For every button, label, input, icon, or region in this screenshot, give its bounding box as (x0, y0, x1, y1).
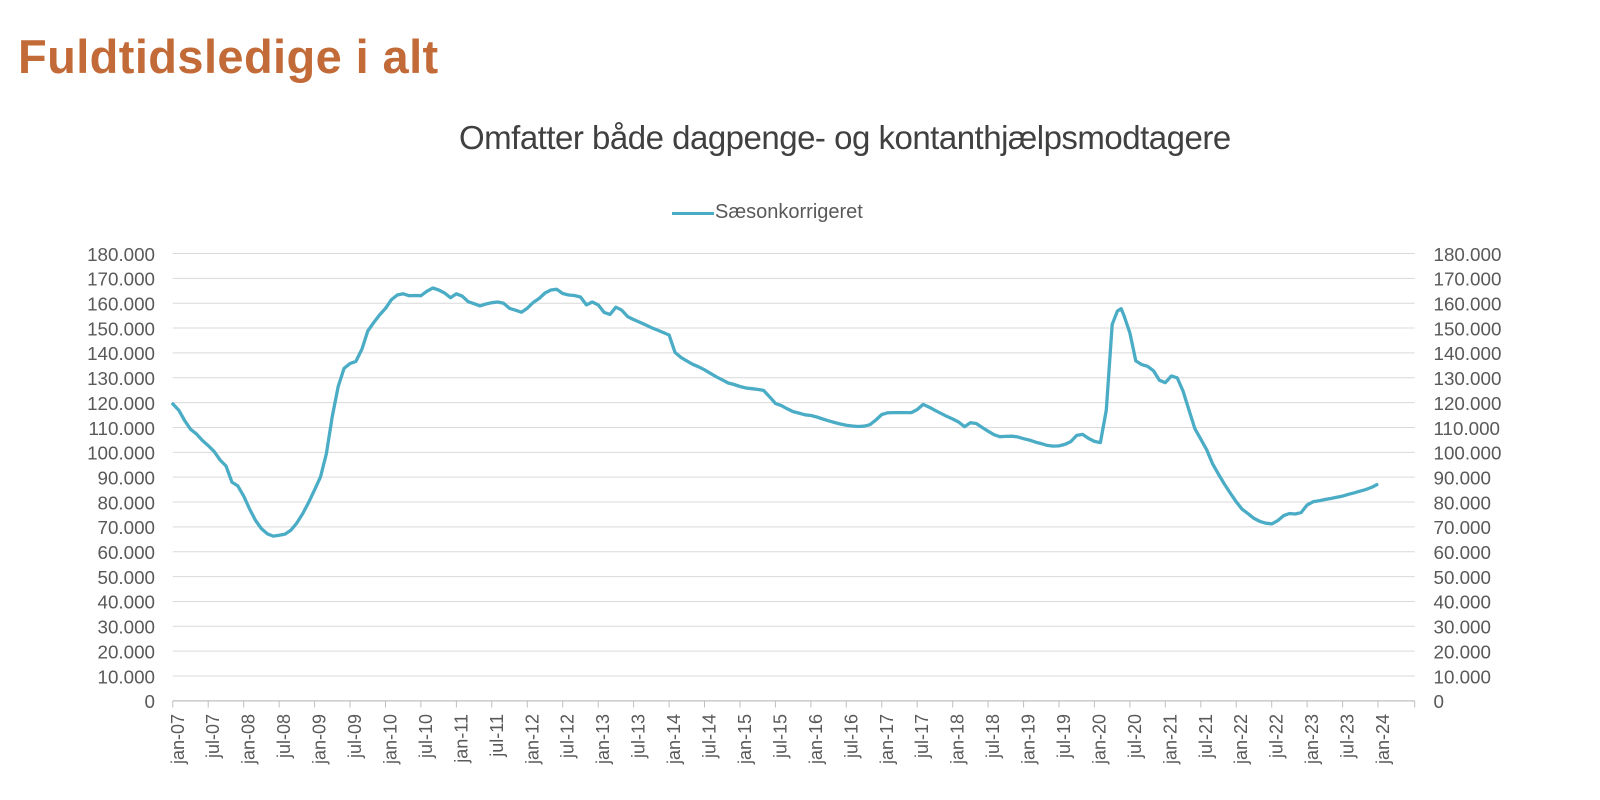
svg-text:jan-16: jan-16 (806, 714, 826, 765)
svg-text:40.000: 40.000 (98, 592, 155, 613)
svg-text:50.000: 50.000 (98, 567, 155, 588)
svg-text:jul-09: jul-09 (345, 714, 365, 759)
svg-text:jul-19: jul-19 (1054, 714, 1074, 759)
svg-text:jan-20: jan-20 (1089, 714, 1109, 765)
svg-text:jan-24: jan-24 (1373, 714, 1393, 765)
svg-text:jan-15: jan-15 (735, 714, 755, 765)
svg-text:jan-10: jan-10 (381, 714, 401, 765)
svg-text:90.000: 90.000 (1434, 468, 1491, 489)
svg-text:jul-10: jul-10 (416, 714, 436, 759)
svg-text:jan-19: jan-19 (1019, 714, 1039, 765)
svg-text:jan-14: jan-14 (664, 714, 684, 765)
svg-text:100.000: 100.000 (87, 443, 155, 464)
svg-text:110.000: 110.000 (1434, 418, 1501, 439)
svg-text:150.000: 150.000 (87, 318, 155, 339)
svg-text:jul-20: jul-20 (1125, 714, 1145, 759)
svg-text:jan-23: jan-23 (1302, 714, 1322, 765)
svg-text:50.000: 50.000 (1434, 567, 1491, 588)
svg-text:jul-14: jul-14 (700, 714, 720, 759)
svg-text:160.000: 160.000 (1434, 294, 1502, 315)
svg-text:jul-12: jul-12 (558, 714, 578, 759)
svg-text:130.000: 130.000 (1434, 368, 1502, 389)
svg-text:120.000: 120.000 (1434, 393, 1502, 414)
svg-text:jul-15: jul-15 (770, 714, 790, 759)
svg-text:10.000: 10.000 (1434, 666, 1491, 687)
svg-text:0: 0 (145, 691, 155, 712)
svg-text:jul-17: jul-17 (912, 714, 932, 759)
svg-text:80.000: 80.000 (98, 492, 155, 513)
svg-text:100.000: 100.000 (1434, 443, 1502, 464)
svg-text:10.000: 10.000 (98, 666, 155, 687)
svg-text:140.000: 140.000 (1434, 343, 1502, 364)
svg-text:40.000: 40.000 (1434, 592, 1491, 613)
svg-text:60.000: 60.000 (1434, 542, 1491, 563)
svg-text:jan-11: jan-11 (451, 714, 471, 764)
svg-text:jan-12: jan-12 (522, 714, 542, 765)
svg-text:20.000: 20.000 (98, 641, 155, 662)
svg-text:160.000: 160.000 (87, 294, 155, 315)
svg-text:jan-18: jan-18 (948, 714, 968, 765)
svg-text:170.000: 170.000 (87, 269, 155, 290)
svg-text:jan-07: jan-07 (168, 714, 188, 765)
svg-text:170.000: 170.000 (1434, 269, 1502, 290)
svg-text:150.000: 150.000 (1434, 318, 1502, 339)
svg-text:30.000: 30.000 (1434, 617, 1491, 638)
svg-text:90.000: 90.000 (98, 468, 155, 489)
svg-text:60.000: 60.000 (98, 542, 155, 563)
svg-text:jan-08: jan-08 (239, 714, 259, 765)
svg-text:jan-21: jan-21 (1160, 714, 1180, 765)
svg-text:180.000: 180.000 (1434, 244, 1502, 265)
svg-text:jan-22: jan-22 (1231, 714, 1251, 765)
svg-text:jul-16: jul-16 (841, 714, 861, 759)
svg-text:110.000: 110.000 (89, 418, 156, 439)
svg-text:jul-13: jul-13 (629, 714, 649, 759)
svg-text:jan-17: jan-17 (877, 714, 897, 765)
svg-text:jul-18: jul-18 (983, 714, 1003, 759)
svg-text:jul-08: jul-08 (274, 714, 294, 759)
svg-text:130.000: 130.000 (87, 368, 155, 389)
svg-text:20.000: 20.000 (1434, 641, 1491, 662)
svg-text:jul-11: jul-11 (487, 714, 507, 758)
svg-text:jul-07: jul-07 (203, 714, 223, 759)
svg-text:70.000: 70.000 (98, 517, 155, 538)
svg-text:jan-13: jan-13 (593, 714, 613, 765)
svg-text:30.000: 30.000 (98, 617, 155, 638)
svg-text:jan-09: jan-09 (310, 714, 330, 765)
svg-text:180.000: 180.000 (87, 244, 155, 265)
svg-text:jul-22: jul-22 (1267, 714, 1287, 759)
svg-text:140.000: 140.000 (87, 343, 155, 364)
svg-text:120.000: 120.000 (87, 393, 155, 414)
svg-text:0: 0 (1434, 691, 1444, 712)
svg-text:70.000: 70.000 (1434, 517, 1491, 538)
svg-text:80.000: 80.000 (1434, 492, 1491, 513)
svg-text:jul-23: jul-23 (1338, 714, 1358, 759)
svg-text:jul-21: jul-21 (1196, 714, 1216, 759)
